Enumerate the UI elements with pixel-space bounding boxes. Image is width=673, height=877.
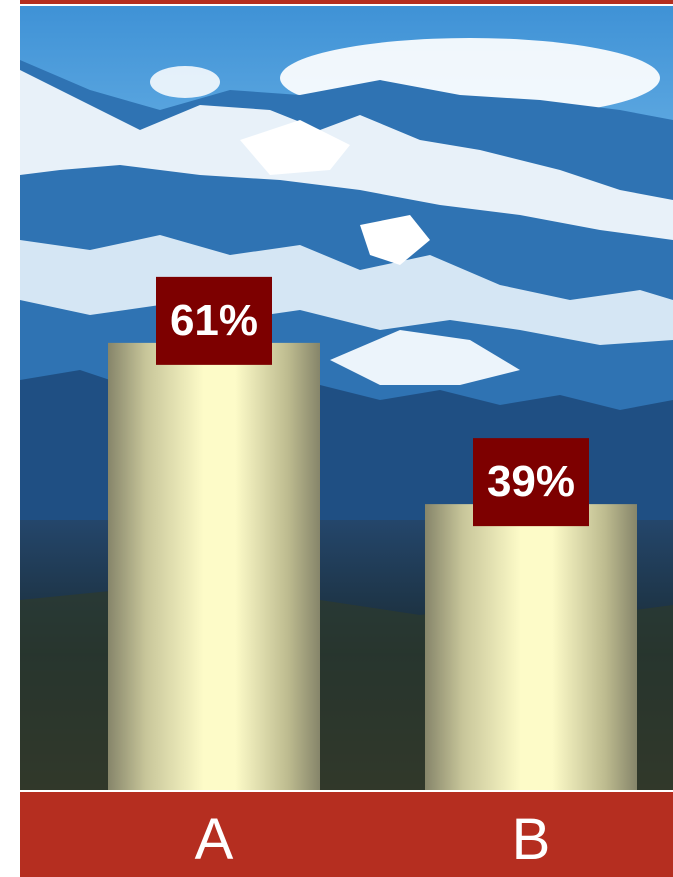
top-accent-rule (20, 0, 673, 4)
x-tick-label-b: B (511, 807, 551, 872)
data-label-b: 39% (486, 457, 576, 507)
data-label-box-b (473, 438, 589, 527)
bars-layer (108, 276, 637, 790)
data-label-a: 61% (169, 295, 259, 345)
bar-a (108, 342, 320, 790)
x-tick-label-a: A (194, 807, 234, 872)
bar-b (425, 504, 637, 790)
x-axis-band (20, 792, 673, 877)
data-label-box-a (156, 276, 272, 365)
